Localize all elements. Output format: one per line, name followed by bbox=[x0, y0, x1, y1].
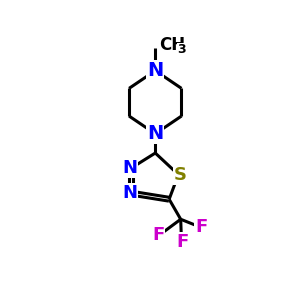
Text: N: N bbox=[147, 61, 164, 80]
Text: F: F bbox=[176, 232, 188, 250]
Text: N: N bbox=[122, 184, 137, 202]
Text: S: S bbox=[173, 166, 186, 184]
Text: F: F bbox=[195, 218, 208, 236]
Text: N: N bbox=[147, 124, 164, 143]
Text: CH: CH bbox=[159, 36, 185, 54]
Text: N: N bbox=[122, 159, 137, 177]
Text: 3: 3 bbox=[177, 43, 185, 56]
Text: F: F bbox=[152, 226, 164, 244]
